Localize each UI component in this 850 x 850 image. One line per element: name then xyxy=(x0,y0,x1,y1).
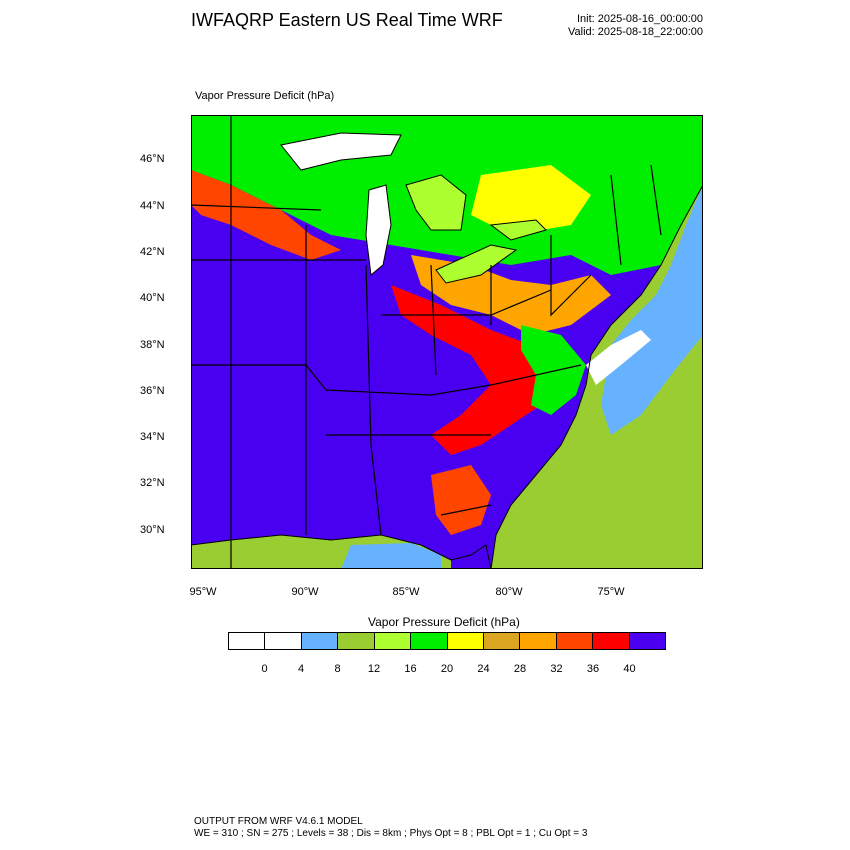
lat-label: 36°N xyxy=(140,385,165,397)
southeast-coast-red xyxy=(431,465,491,535)
model-version: OUTPUT FROM WRF V4.6.1 MODEL xyxy=(194,816,363,827)
colorbar-segment xyxy=(411,633,448,649)
colorbar-segment xyxy=(447,633,484,649)
colorbar-label: 28 xyxy=(513,663,527,675)
plot-title: IWFAQRP Eastern US Real Time WRF xyxy=(191,10,503,30)
colorbar-segment xyxy=(374,633,412,649)
colorbar-label: 16 xyxy=(404,663,417,675)
colorbar-label: 12 xyxy=(367,663,381,675)
appalachian-green xyxy=(521,325,586,415)
lat-label: 46°N xyxy=(140,153,165,165)
colorbar-title: Vapor Pressure Deficit (hPa) xyxy=(368,615,520,629)
coastline xyxy=(490,184,703,569)
lat-label: 40°N xyxy=(140,292,165,304)
lat-label: 32°N xyxy=(140,477,165,489)
colorbar-segment xyxy=(520,633,557,649)
field-title: Vapor Pressure Deficit (hPa) xyxy=(195,90,335,102)
lat-label: 44°N xyxy=(140,200,165,212)
gulf-light xyxy=(341,543,441,569)
colorbar xyxy=(228,632,666,650)
yellow-band xyxy=(471,165,591,235)
colorbar-label: 4 xyxy=(297,663,305,675)
atlantic-ocean-light xyxy=(601,185,703,435)
colorbar-segment xyxy=(629,633,666,649)
lon-label: 90°W xyxy=(291,586,319,598)
colorbar-label: 8 xyxy=(334,663,341,675)
valid-time: Valid: 2025-08-18_22:00:00 xyxy=(568,26,703,38)
lat-label: 34°N xyxy=(140,431,165,443)
lon-label: 85°W xyxy=(392,586,420,598)
colorbar-segment xyxy=(483,633,521,649)
init-time: Init: 2025-08-16_00:00:00 xyxy=(577,13,703,25)
lat-label: 42°N xyxy=(140,246,165,258)
colorbar-label: 36 xyxy=(586,663,600,675)
map-frame xyxy=(191,115,703,569)
lake-superior xyxy=(280,132,402,171)
colorbar-segment xyxy=(556,633,594,649)
lon-label: 95°W xyxy=(189,586,217,598)
colorbar-segment xyxy=(338,633,375,649)
colorbar-segment xyxy=(593,633,630,649)
colorbar-label: 32 xyxy=(550,663,563,675)
colorbar-label: 40 xyxy=(623,663,636,675)
model-info: OUTPUT FROM WRF V4.6.1 MODEL WE = 310 ; … xyxy=(194,816,587,840)
lake-michigan xyxy=(365,184,392,276)
colorbar-segment xyxy=(265,633,302,649)
lat-label: 30°N xyxy=(140,524,165,536)
lat-label: 38°N xyxy=(140,339,165,351)
north-west-red xyxy=(191,170,341,260)
colorbar-label: 20 xyxy=(440,663,454,675)
lake-ontario xyxy=(489,219,547,241)
time-info: Init: 2025-08-16_00:00:00 Valid: 2025-08… xyxy=(568,13,703,39)
red-band xyxy=(391,285,551,455)
lake-erie xyxy=(435,244,518,284)
lake-huron xyxy=(405,174,467,231)
vpd-map xyxy=(191,115,703,569)
state-borders xyxy=(191,115,662,569)
gulf-coastline xyxy=(191,534,492,569)
colorbar-label: 0 xyxy=(261,663,268,675)
colorbar-segment xyxy=(301,633,339,649)
model-config: WE = 310 ; SN = 275 ; Levels = 38 ; Dis … xyxy=(194,828,588,839)
ocean-white-patch xyxy=(586,330,651,385)
colorbar-label: 24 xyxy=(477,663,490,675)
lon-label: 80°W xyxy=(495,586,523,598)
lon-label: 75°W xyxy=(597,586,625,598)
colorbar-segment xyxy=(229,633,266,649)
